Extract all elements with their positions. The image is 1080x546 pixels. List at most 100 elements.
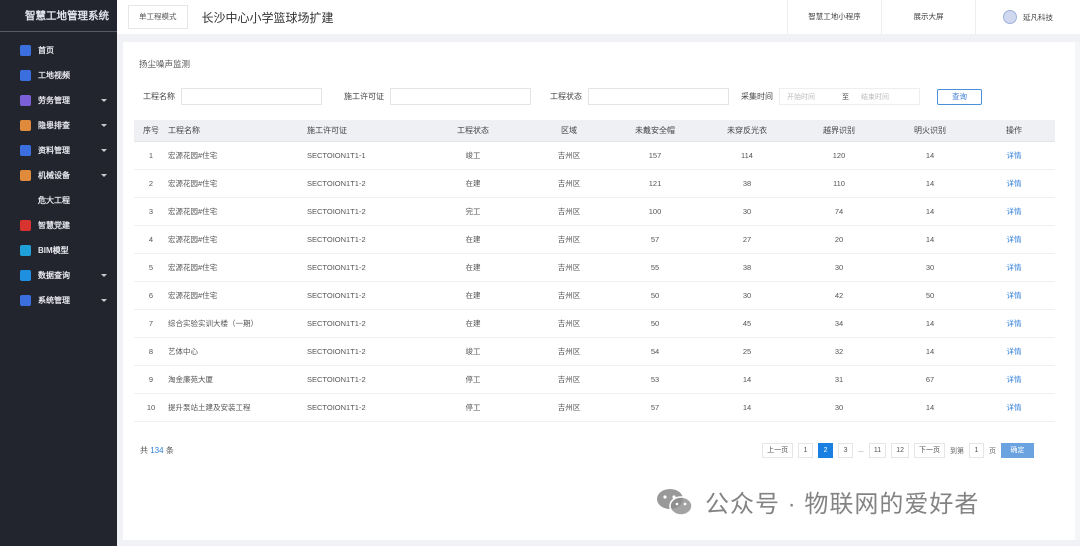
pagination: 上一页 1 2 3... 11 12 下一页 到第 1 页确定 — [762, 443, 1034, 458]
page-button[interactable]: 1 — [798, 443, 814, 458]
table-cell: 30 — [791, 253, 887, 282]
table-cell: 完工 — [415, 197, 531, 226]
confirm-page-button[interactable]: 确定 — [1001, 443, 1034, 458]
table-row: 10 提升泵站土建及安装工程 SECTOION1T1-2 停工 吉州区 57 14 30 14 详… — [134, 393, 1055, 422]
sidebar-item[interactable]: BIM模型 — [0, 238, 117, 263]
table-cell: 30 — [887, 253, 973, 282]
table-row: 2 宏源花园#住宅 SECTOION1T1-2 在建 吉州区 121 38 110 14 详情 — [134, 169, 1055, 198]
table-cell: 32 — [791, 337, 887, 366]
table-cell: SECTOION1T1-1 — [307, 141, 415, 170]
permit-input[interactable] — [390, 88, 531, 105]
sidebar-item-label: 工地视频 — [38, 71, 70, 80]
table-cell: 在建 — [415, 225, 531, 254]
table-cell: 综合实验实训大楼（一期） — [168, 309, 307, 338]
column-header: 明火识别 — [887, 120, 973, 142]
table-cell: 6 — [134, 281, 168, 310]
detail-link[interactable]: 详情 — [1006, 290, 1022, 300]
table-cell: 14 — [887, 225, 973, 254]
table-cell: 7 — [134, 309, 168, 338]
scrollbar[interactable] — [1075, 42, 1080, 540]
goto-page-input[interactable]: 1 — [969, 443, 984, 458]
filter-bar: 工程名称 施工许可证 工程状态 采集时间 开始时间 至 结束时间 查询 — [143, 88, 982, 105]
table-cell: 详情 — [973, 197, 1055, 226]
mini-program-link[interactable]: 智慧工地小程序 — [787, 0, 881, 34]
date-range-picker[interactable]: 开始时间 至 结束时间 — [779, 88, 920, 105]
project-title: 长沙中心小学篮球场扩建 — [201, 10, 334, 25]
table-cell: 淘金廉苑大厦 — [168, 365, 307, 394]
table-cell: 14 — [887, 197, 973, 226]
sidebar-item[interactable]: 隐患排查 — [0, 113, 117, 138]
detail-link[interactable]: 详情 — [1006, 234, 1022, 244]
table-cell: 吉州区 — [531, 141, 607, 170]
table-cell: 3 — [134, 197, 168, 226]
user-menu[interactable]: 延凡科技 — [975, 0, 1080, 34]
table-cell: 157 — [607, 141, 703, 170]
table-cell: 竣工 — [415, 141, 531, 170]
sidebar-item[interactable]: 资料管理 — [0, 138, 117, 163]
project-name-label: 工程名称 — [143, 92, 175, 101]
sidebar-item[interactable]: 数据查询 — [0, 263, 117, 288]
party-icon — [20, 220, 31, 231]
table-cell: 45 — [703, 309, 791, 338]
table-cell: 50 — [607, 281, 703, 310]
table-cell: 38 — [703, 253, 791, 282]
sidebar-item-label: 数据查询 — [38, 271, 70, 280]
next-page-button[interactable]: 下一页 — [914, 443, 945, 458]
table-cell: 67 — [887, 365, 973, 394]
table-cell: 竣工 — [415, 337, 531, 366]
detail-link[interactable]: 详情 — [1006, 374, 1022, 384]
detail-link[interactable]: 详情 — [1006, 206, 1022, 216]
sidebar-item[interactable]: 机械设备 — [0, 163, 117, 188]
table-cell: 9 — [134, 365, 168, 394]
page-button[interactable]: 12 — [891, 443, 909, 458]
table-cell: SECTOION1T1-2 — [307, 169, 415, 198]
column-header: 施工许可证 — [307, 120, 415, 142]
table-cell: 54 — [607, 337, 703, 366]
display-screen-link[interactable]: 展示大屏 — [881, 0, 975, 34]
sidebar-item[interactable]: 工地视频 — [0, 63, 117, 88]
detail-link[interactable]: 详情 — [1006, 402, 1022, 412]
detail-link[interactable]: 详情 — [1006, 262, 1022, 272]
sidebar-item[interactable]: 危大工程 — [0, 188, 117, 213]
table-cell: 74 — [791, 197, 887, 226]
avatar — [1003, 10, 1017, 24]
table-row: 6 宏源花园#住宅 SECTOION1T1-2 在建 吉州区 50 30 42 50 详情 — [134, 281, 1055, 310]
data-icon — [20, 270, 31, 281]
sidebar-item[interactable]: 劳务管理 — [0, 88, 117, 113]
query-button[interactable]: 查询 — [937, 88, 982, 105]
table-cell: 34 — [791, 309, 887, 338]
detail-link[interactable]: 详情 — [1006, 318, 1022, 328]
sidebar-item[interactable]: 首页 — [0, 38, 117, 63]
table-cell: SECTOION1T1-2 — [307, 365, 415, 394]
end-time-input[interactable]: 结束时间 — [861, 93, 889, 101]
single-project-mode-button[interactable]: 单工程模式 — [128, 5, 188, 29]
page-button[interactable]: 11 — [868, 443, 887, 458]
table-cell: 详情 — [973, 169, 1055, 198]
column-header: 未戴安全帽 — [607, 120, 703, 142]
status-input[interactable] — [588, 88, 729, 105]
detail-link[interactable]: 详情 — [1006, 150, 1022, 160]
table-cell: 1 — [134, 141, 168, 170]
table-cell: 详情 — [973, 225, 1055, 254]
table-row: 1 宏源花园#住宅 SECTOION1T1-1 竣工 吉州区 157 114 120 14 详情 — [134, 141, 1055, 170]
sidebar-item[interactable]: 系统管理 — [0, 288, 117, 313]
project-name-input[interactable] — [181, 88, 322, 105]
table-row: 7 综合实验实训大楼（一期） SECTOION1T1-2 在建 吉州区 50 45 34 14 详… — [134, 309, 1055, 338]
start-time-input[interactable]: 开始时间 — [787, 93, 815, 101]
detail-link[interactable]: 详情 — [1006, 346, 1022, 356]
detail-link[interactable]: 详情 — [1006, 178, 1022, 188]
table-cell: 在建 — [415, 281, 531, 310]
table-cell: 14 — [887, 337, 973, 366]
page-button[interactable]: 2 — [818, 443, 834, 458]
table-cell: 4 — [134, 225, 168, 254]
table-cell: 14 — [703, 393, 791, 422]
table-cell: 120 — [791, 141, 887, 170]
table-cell: 详情 — [973, 281, 1055, 310]
goto-label: 到第 — [950, 447, 964, 455]
page-button[interactable]: 3 — [838, 443, 854, 458]
sidebar-item[interactable]: 智慧党建 — [0, 213, 117, 238]
hazard-icon — [20, 120, 31, 131]
range-separator: 至 — [842, 93, 849, 101]
prev-page-button[interactable]: 上一页 — [762, 443, 794, 458]
sidebar-item-label: 首页 — [38, 46, 54, 55]
